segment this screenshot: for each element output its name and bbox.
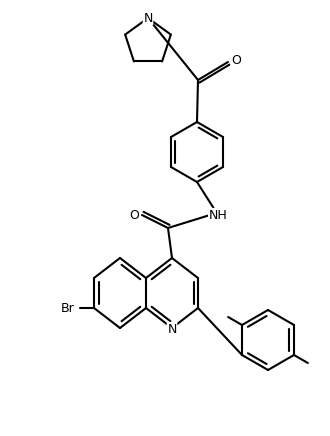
- Text: NH: NH: [209, 208, 227, 221]
- Text: O: O: [129, 208, 139, 221]
- Text: N: N: [143, 11, 153, 24]
- Text: Br: Br: [61, 302, 75, 314]
- Text: O: O: [231, 54, 241, 67]
- Text: N: N: [167, 323, 177, 335]
